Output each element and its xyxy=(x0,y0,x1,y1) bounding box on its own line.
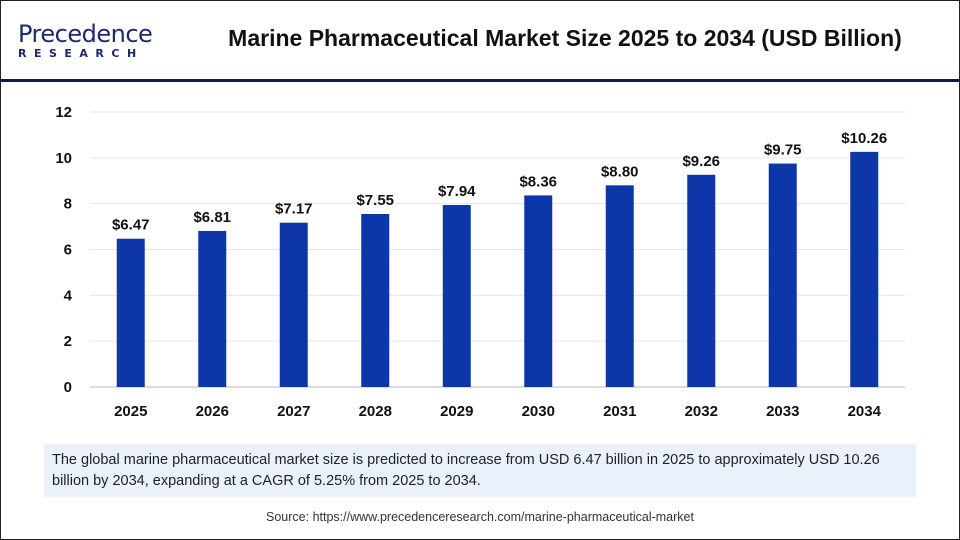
bar-2025 xyxy=(116,238,145,387)
bar-2033 xyxy=(768,163,797,387)
logo: Precedence RESEARCH xyxy=(18,22,158,62)
x-tick-label: 2029 xyxy=(440,403,473,420)
data-label: $10.26 xyxy=(841,130,887,147)
y-tick-label: 6 xyxy=(64,242,72,259)
source-text: Source: https://www.precedenceresearch.c… xyxy=(266,510,694,524)
x-tick-label: 2034 xyxy=(848,403,882,420)
x-tick-label: 2031 xyxy=(603,403,636,420)
data-label: $7.55 xyxy=(356,192,394,209)
summary-text: The global marine pharmaceutical market … xyxy=(44,444,916,497)
bar-2034 xyxy=(850,151,879,387)
y-tick-label: 12 xyxy=(55,104,72,121)
data-label: $9.75 xyxy=(764,142,802,159)
x-tick-label: 2025 xyxy=(114,403,147,420)
bar-2029 xyxy=(442,205,471,387)
bar-2026 xyxy=(198,230,227,387)
page-title: Marine Pharmaceutical Market Size 2025 t… xyxy=(228,25,902,51)
data-label: $8.36 xyxy=(519,173,557,190)
y-tick-label: 4 xyxy=(64,287,73,304)
x-tick-label: 2027 xyxy=(277,403,310,420)
bar-2027 xyxy=(279,222,308,387)
y-tick-label: 10 xyxy=(55,150,72,167)
data-label: $9.26 xyxy=(682,153,720,170)
y-tick-label: 2 xyxy=(64,333,72,350)
data-label: $6.81 xyxy=(193,209,231,226)
data-label: $6.47 xyxy=(112,217,150,234)
x-tick-label: 2028 xyxy=(359,403,392,420)
x-tick-label: 2026 xyxy=(196,403,229,420)
logo-line2: RESEARCH xyxy=(18,47,144,60)
data-label: $8.80 xyxy=(601,163,639,180)
bar-2032 xyxy=(687,174,716,387)
logo-line1: Precedence xyxy=(18,20,153,48)
bar-2030 xyxy=(524,195,553,387)
x-tick-label: 2033 xyxy=(766,403,799,420)
data-label: $7.94 xyxy=(438,183,476,200)
y-tick-label: 0 xyxy=(64,379,72,396)
data-label: $7.17 xyxy=(275,201,313,218)
y-tick-label: 8 xyxy=(64,196,72,213)
x-tick-label: 2030 xyxy=(522,403,555,420)
x-tick-label: 2032 xyxy=(685,403,718,420)
header-divider xyxy=(0,79,960,82)
bar-2028 xyxy=(361,213,390,387)
bar-2031 xyxy=(605,185,634,387)
